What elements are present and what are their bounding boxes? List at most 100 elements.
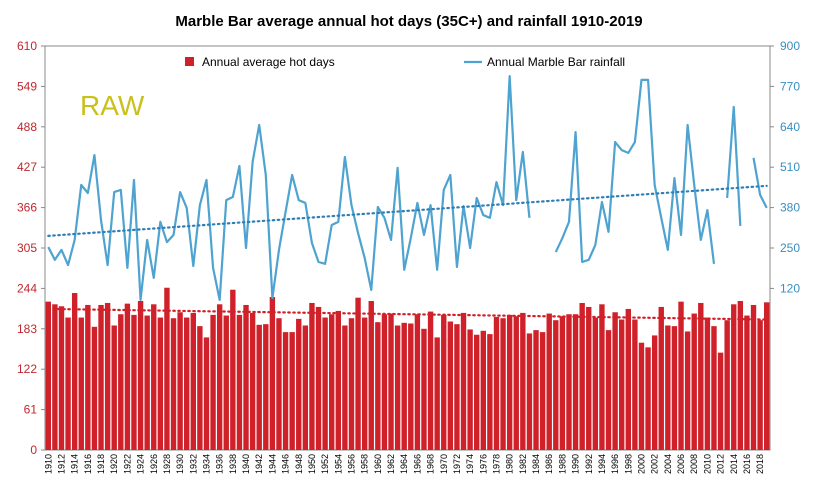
bar [401,322,407,450]
bar [526,333,533,450]
bar [744,315,750,450]
y-tick-label: 366 [17,201,37,215]
y-tick-label: 122 [17,362,37,376]
x-tick-label: 1930 [175,454,185,474]
bar [651,335,658,450]
x-tick-label: 2010 [702,454,712,474]
chart-title: Marble Bar average annual hot days (35C+… [175,13,642,30]
x-tick-label: 1996 [610,454,620,474]
x-tick-label: 1940 [241,454,251,474]
bar [157,317,164,450]
x-tick-label: 1934 [201,454,211,474]
x-tick-label: 1980 [505,454,515,474]
bar [190,312,196,450]
bar [381,314,388,450]
bar [533,330,539,450]
x-tick-label: 2006 [676,454,686,474]
bar [91,326,98,450]
bar [210,314,216,450]
bar [289,332,295,450]
x-tick-label: 1972 [452,454,462,474]
x-tick-label: 1932 [188,454,198,474]
y-tick-label: 488 [17,120,37,134]
bar [315,306,322,450]
x-tick-label: 1938 [228,454,238,474]
bar [414,314,421,450]
line [47,75,768,301]
bar [724,320,730,450]
bar [282,332,289,450]
bar [131,314,137,450]
bar [731,304,737,450]
y-tick-label: 183 [17,322,37,336]
x-tick-label: 1924 [136,454,146,474]
y-tick-label: 427 [17,160,37,174]
y-tick-label: 549 [17,79,37,93]
bar [750,304,757,450]
bar [137,300,144,450]
bar [467,329,473,450]
x-tick-label: 1914 [70,454,80,474]
bar [52,304,58,450]
bar [71,293,78,450]
bar [256,324,262,450]
bar [45,301,51,450]
bar [203,337,210,450]
bar [394,325,401,450]
y2-tick-label: 120 [780,281,800,295]
bar [625,308,631,450]
y2-tick-label: 380 [780,201,800,215]
x-tick-label: 1916 [83,454,93,474]
x-tick-label: 1926 [149,454,159,474]
y-tick-label: 0 [30,443,37,457]
bar [493,316,500,450]
bar [757,320,763,450]
bar [566,314,572,450]
bar [197,326,203,450]
bar [539,332,546,450]
bar [111,325,117,450]
bar [144,315,150,450]
legend-label: Annual Marble Bar rainfall [487,55,625,69]
x-tick-label: 1962 [386,454,396,474]
y-tick-label: 610 [17,39,37,53]
bar [263,324,269,450]
bar [216,304,223,450]
bar [58,306,65,450]
x-tick-label: 1920 [109,454,119,474]
bar [764,302,770,450]
bar [177,312,183,450]
x-tick-label: 1970 [439,454,449,474]
x-tick-label: 2002 [650,454,660,474]
bar [421,328,427,450]
x-tick-label: 1982 [518,454,528,474]
legend-swatch [185,57,194,66]
x-tick-label: 2016 [742,454,752,474]
bar [447,321,454,450]
x-tick-label: 1922 [122,454,132,474]
x-tick-label: 1958 [360,454,370,474]
bar [322,317,328,450]
x-tick-label: 2004 [663,454,673,474]
bar [678,301,684,450]
x-tick-label: 1968 [426,454,436,474]
x-tick-label: 1918 [96,454,106,474]
x-tick-label: 1944 [267,454,277,474]
bar [520,312,526,450]
x-tick-label: 1942 [254,454,264,474]
bar [500,318,506,450]
bar [118,314,124,450]
x-tick-label: 2012 [716,454,726,474]
bar [572,314,579,450]
x-tick-label: 1936 [215,454,225,474]
x-tick-label: 1974 [465,454,475,474]
bar [460,312,467,450]
x-tick-label: 1986 [544,454,554,474]
legend-label: Annual average hot days [202,55,335,69]
bar [638,342,645,450]
bar [335,310,341,450]
bar [408,323,414,450]
y2-tick-label: 250 [780,241,800,255]
trend-line [47,184,768,237]
x-tick-label: 1952 [320,454,330,474]
